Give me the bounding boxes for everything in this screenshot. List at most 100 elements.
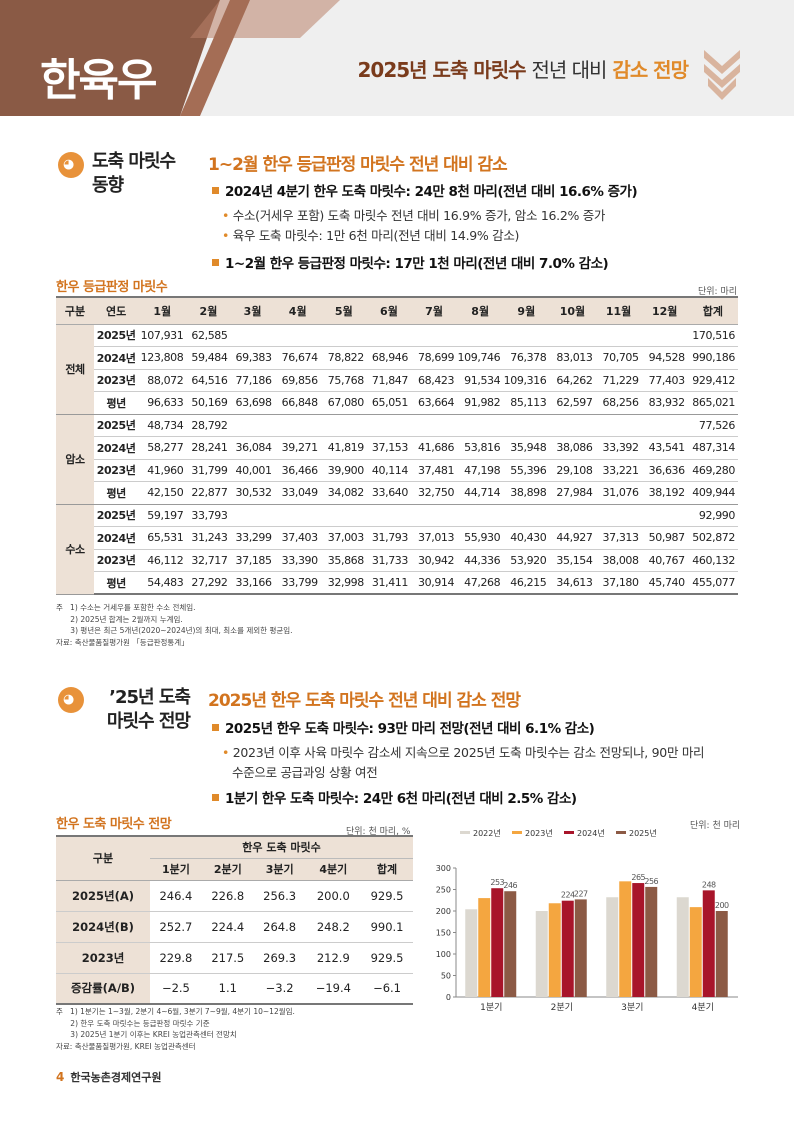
table-row: 평년 42,150 22,877 30,532 33,049 34,082 33,640 32…	[56, 481, 738, 505]
table-row: 평년 54,483 27,292 33,166 33,799 32,998 31,411 30…	[56, 571, 738, 595]
data-label: 253	[490, 878, 504, 887]
legend-swatch	[512, 831, 522, 834]
chart-unit: 단위: 천 마리	[690, 821, 741, 831]
table-cell	[274, 504, 321, 527]
table-cell: 34,613	[549, 571, 596, 595]
table-cell: 212.9	[305, 942, 362, 974]
legend-label: 2023년	[525, 828, 553, 838]
table-cell: 37,403	[274, 526, 321, 550]
table-cell	[411, 414, 458, 437]
table-row: 2023년 229.8 217.5 269.3 212.9 929.5	[56, 942, 413, 974]
table1-header-cell: 8월	[457, 296, 504, 325]
table-cell	[230, 504, 275, 527]
table-cell: 70,705	[595, 346, 642, 370]
table-cell: 31,076	[595, 481, 642, 505]
table-cell: 252.7	[150, 911, 202, 943]
table-cell	[366, 324, 411, 347]
legend-label: 2022년	[473, 828, 501, 838]
table-cell: 40,430	[503, 526, 550, 550]
table-cell: 264.8	[253, 911, 306, 943]
decorative-pattern-icon	[704, 50, 740, 100]
table-cell: 38,192	[641, 481, 688, 505]
table-cell	[457, 504, 504, 527]
bar	[491, 888, 504, 997]
table-cell: −6.1	[361, 972, 413, 1005]
table1-header-cell: 2월	[186, 296, 231, 325]
brand-title: 한육우	[40, 55, 157, 106]
table-cell: 47,268	[457, 571, 504, 595]
table-cell: 39,271	[274, 436, 321, 460]
table1-header-cell: 6월	[366, 296, 411, 325]
table-cell: 170,516	[687, 324, 738, 347]
row-label: 2024년(B)	[56, 911, 150, 943]
row-label: 증감률(A/B)	[56, 972, 150, 1005]
table-row: 2024년(B) 252.7 224.4 264.8 248.2 990.1	[56, 911, 413, 943]
table2-unit: 단위: 천 마리, %	[346, 827, 411, 837]
table-cell: 36,084	[230, 436, 275, 460]
y-tick-label: 300	[436, 864, 451, 873]
note-line: 주 1) 수소는 거세우를 포함한 수소 전체임.	[56, 603, 196, 612]
table-row: 평년 96,633 50,169 63,698 66,848 67,080 65,051 63…	[56, 391, 738, 415]
table-cell: 28,792	[186, 414, 231, 437]
table-cell: −2.5	[150, 972, 202, 1005]
table-cell: 37,180	[595, 571, 642, 595]
table-cell: 36,466	[274, 459, 321, 482]
section2-title: ’25년 도축 마릿수 전망	[106, 687, 191, 732]
table2-col-header: 합계	[361, 858, 413, 880]
group-label: 암소	[56, 414, 95, 505]
table-row: 2024년 123,808 59,484 69,383 76,674 78,822 68,9…	[56, 346, 738, 370]
cow-icon: ◕	[58, 687, 84, 713]
table-cell: 37,185	[230, 549, 275, 572]
table-cell: 40,114	[366, 459, 411, 482]
table-cell: 66,848	[274, 391, 321, 415]
table-cell: 69,383	[230, 346, 275, 370]
table-cell: 46,112	[138, 549, 187, 572]
y-tick-label: 100	[436, 950, 451, 959]
table-cell: 990.1	[361, 911, 413, 943]
table-cell: 78,699	[411, 346, 458, 370]
table-row: 암소 2025년 48,734 28,792 77,526	[56, 414, 738, 505]
table-cell: 32,717	[186, 549, 231, 572]
table1-header-cell: 5월	[320, 296, 367, 325]
table-cell: 33,640	[366, 481, 411, 505]
bar	[676, 897, 689, 997]
y-tick-label: 50	[441, 972, 451, 981]
table-cell: 248.2	[305, 911, 362, 943]
table-cell: 92,990	[687, 504, 738, 527]
table-cell: 42,150	[138, 481, 187, 505]
data-label: 265	[631, 873, 645, 882]
quarterly-slaughter-chart: 2022년 2023년 2024년 2025년 0 50 100 150 200 250 300 25…	[428, 816, 744, 1021]
table2-notes: 주 1) 1분기는 1~3월, 2분기 4~6월, 3분기 7~9월, 4분기 …	[56, 1006, 295, 1052]
legend-swatch	[460, 831, 470, 834]
table-cell	[320, 414, 367, 437]
table-cell: 22,877	[186, 481, 231, 505]
header-banner: 한육우 2025년 도축 마릿수 전년 대비 감소 전망	[0, 0, 794, 116]
table2-group-header: 한우 도축 마릿수	[150, 836, 413, 859]
table-cell: 54,483	[138, 571, 187, 595]
legend-label: 2025년	[629, 828, 657, 838]
table-cell: 33,793	[186, 504, 231, 527]
bar-chart-svg: 2022년 2023년 2024년 2025년 0 50 100 150 200 250 300 25…	[436, 828, 738, 1013]
table-cell	[230, 324, 275, 347]
table-cell: 91,534	[457, 369, 504, 392]
table-cell	[366, 414, 411, 437]
table-cell: 38,086	[549, 436, 596, 460]
table-cell: 41,819	[320, 436, 367, 460]
table-cell: 91,982	[457, 391, 504, 415]
data-label: 227	[574, 889, 588, 898]
table-cell: 487,314	[687, 436, 738, 460]
year-label: 2025년	[94, 324, 139, 347]
table-cell	[641, 504, 688, 527]
table-cell: 76,378	[503, 346, 550, 370]
table-cell: 37,481	[411, 459, 458, 482]
table-cell: 77,186	[230, 369, 275, 392]
bar	[478, 898, 491, 997]
bar	[465, 909, 478, 997]
data-label: 246	[503, 881, 517, 890]
table-cell: 37,153	[366, 436, 411, 460]
table-cell	[641, 324, 688, 347]
table-cell: 31,799	[186, 459, 231, 482]
table-cell: 65,051	[366, 391, 411, 415]
table-cell: 35,868	[320, 549, 367, 572]
table-cell: 224.4	[201, 911, 254, 943]
